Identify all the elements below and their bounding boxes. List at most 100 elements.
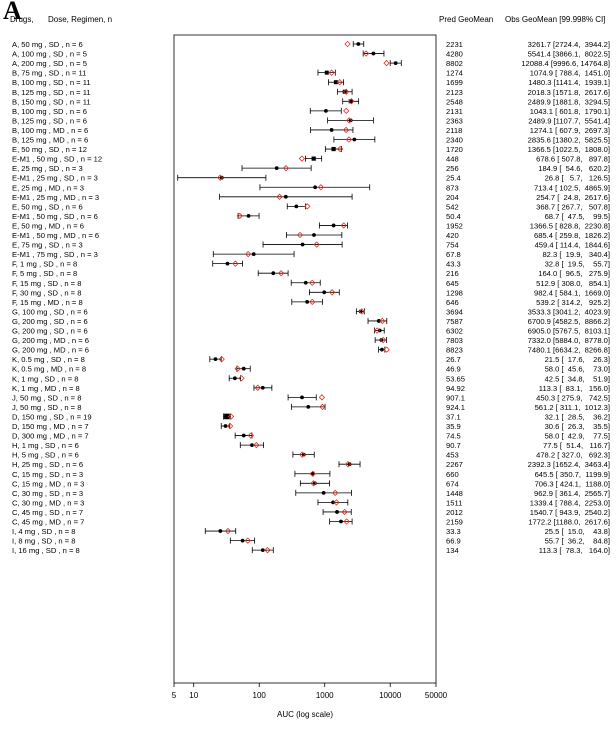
predicted-point [296,231,304,239]
pred-geomean-value: 43.3 [446,260,461,269]
predicted-point [309,470,317,477]
predicted-point [226,422,234,430]
row-label: D, 150 mg , SD , n = 19 [12,412,92,421]
obs-geomean-ci-value: 713.4 [ 102.5, 4865.9] [534,183,610,192]
row-label: K, 1 mg , SD , n = 8 [12,374,78,383]
row-label: C, 15 mg , SD , n = 3 [12,470,83,479]
x-tick-label: 5 [172,691,177,700]
observed-point [251,252,256,256]
obs-geomean-ci-value: 32.1 [ 28.5, 36.2] [545,412,610,421]
pred-geomean-value: 448 [446,155,459,164]
observed-point [331,500,335,505]
obs-geomean-ci-value: 42.5 [ 34.8, 51.9] [545,374,610,383]
obs-geomean-ci-value: 450.3 [ 275.9, 742.5] [536,393,610,402]
obs-geomean-ci-value: 58.0 [ 42.9, 77.5] [545,432,610,441]
predicted-point [238,375,245,382]
x-tick-label: 10000 [379,691,402,700]
obs-geomean-ci-value: 6905.0 [5767.5, 8103.1] [528,327,610,336]
obs-geomean-ci-value: 1540.7 [ 943.9, 2540.2] [530,508,610,517]
predicted-point [236,212,243,220]
obs-geomean-ci-value: 561.2 [ 311.1, 1012.3] [535,403,610,412]
row-label: I, 16 mg , SD , n = 8 [12,546,80,555]
pred-geomean-value: 2131 [446,107,463,116]
obs-geomean-ci-value: 21.5 [ 17.6, 26.3] [545,355,610,364]
predicted-point [362,50,370,57]
observed-point [342,89,347,94]
pred-geomean-value: 2123 [446,88,463,97]
pred-geomean-value: 1952 [446,221,463,230]
predicted-point [341,508,348,516]
obs-geomean-ci-value: 1366.5 [1022.5, 1808.0] [528,145,610,154]
pred-geomean-value: 8802 [446,59,463,68]
observed-point [335,510,339,514]
pred-geomean-value: 645 [446,279,459,288]
pred-geomean-value: 6302 [446,327,463,336]
predicted-point [336,79,343,86]
obs-geomean-ci-value: 2489.9 [1107.7, 5541.4] [528,116,610,125]
predicted-point [253,441,260,449]
obs-geomean-ci-value: 82.3 [ 19.9, 340.4] [542,250,610,259]
obs-geomean-ci-value: 55.7 [ 36.2, 84.8] [545,537,610,546]
observed-point [306,405,311,409]
row-label: B, 75 mg , SD , n = 11 [12,69,86,78]
row-label: H, 25 mg , SD , n = 6 [12,460,83,469]
pred-geomean-value: 907.1 [446,393,465,402]
row-label: E-M1 , 25 mg , SD , n = 3 [12,174,98,183]
x-axis-label: AUC (log scale) [277,710,333,719]
row-label: D, 150 mg , MD , n = 7 [12,422,89,431]
row-label: C, 15 mg , MD , n = 3 [12,479,84,488]
predicted-point [244,537,251,544]
pred-geomean-value: 35.9 [446,422,461,431]
predicted-point [379,336,387,344]
obs-geomean-ci-value: 1043.1 [ 601.8, 1790.1] [530,107,610,116]
row-label: J, 50 mg , SD , n = 8 [12,403,81,412]
pred-geomean-value: 873 [446,183,459,192]
predicted-point [299,451,306,458]
row-label: G, 200 mg , MD , n = 6 [12,346,89,355]
pred-geomean-value: 2363 [446,116,463,125]
row-label: F, 15 mg , SD , n = 8 [12,279,81,288]
pred-geomean-value: 50.4 [446,212,461,221]
obs-geomean-ci-value: 30.6 [ 26.3, 35.5] [545,422,610,431]
predicted-point [328,289,336,296]
header-dose-regimen: Dose, Regimen, n [48,15,113,24]
predicted-point [282,164,290,172]
observed-point [329,128,334,132]
predicted-point [332,489,339,497]
row-label: B, 150 mg , SD , n = 11 [12,97,91,106]
row-label: E, 50 mg , SD , n = 6 [12,202,83,211]
predicted-point [340,222,347,229]
pred-geomean-value: 33.3 [446,527,461,536]
predicted-point [373,327,381,334]
predicted-point [328,69,335,76]
observed-point [339,519,343,524]
obs-geomean-ci-value: 12088.4 [9996.6, 14764.8] [521,59,610,68]
pred-geomean-value: 453 [446,451,459,460]
predicted-point [277,270,285,277]
observed-point [305,299,310,304]
obs-geomean-ci-value: 7332.0 [5884.0, 8778.0] [528,336,610,345]
row-label: E-M1 , 50 mg , SD , n = 12 [12,155,102,164]
observed-point [348,99,353,104]
observed-point [322,290,327,295]
row-label: E, 25 mg , MD , n = 3 [12,183,84,192]
obs-geomean-ci-value: 3533.3 [3041.2, 4023.9] [528,307,610,316]
row-label: B, 100 mg , SD , n = 6 [12,107,87,116]
predicted-point [318,394,326,401]
obs-geomean-ci-value: 25.5 [ 15.0, 43.8] [545,527,610,536]
observed-point [313,185,318,190]
pred-geomean-value: 204 [446,193,459,202]
row-label: E, 50 mg , MD , n = 6 [12,221,84,230]
x-tick-label: 100 [253,691,267,700]
obs-geomean-ci-value: 32.8 [ 19.5, 55.7] [545,260,610,269]
predicted-point [218,355,225,363]
obs-geomean-ci-value: 459.4 [ 114.4, 1844.6] [535,241,610,250]
observed-point [371,51,376,56]
pred-geomean-value: 8823 [446,346,463,355]
observed-point [218,529,223,533]
header-pred-geomean: Pred GeoMean [439,15,494,24]
observed-point [301,452,306,457]
observed-point [300,242,305,247]
obs-geomean-ci-value: 254.7 [ 24.8, 2617.6] [536,193,610,202]
